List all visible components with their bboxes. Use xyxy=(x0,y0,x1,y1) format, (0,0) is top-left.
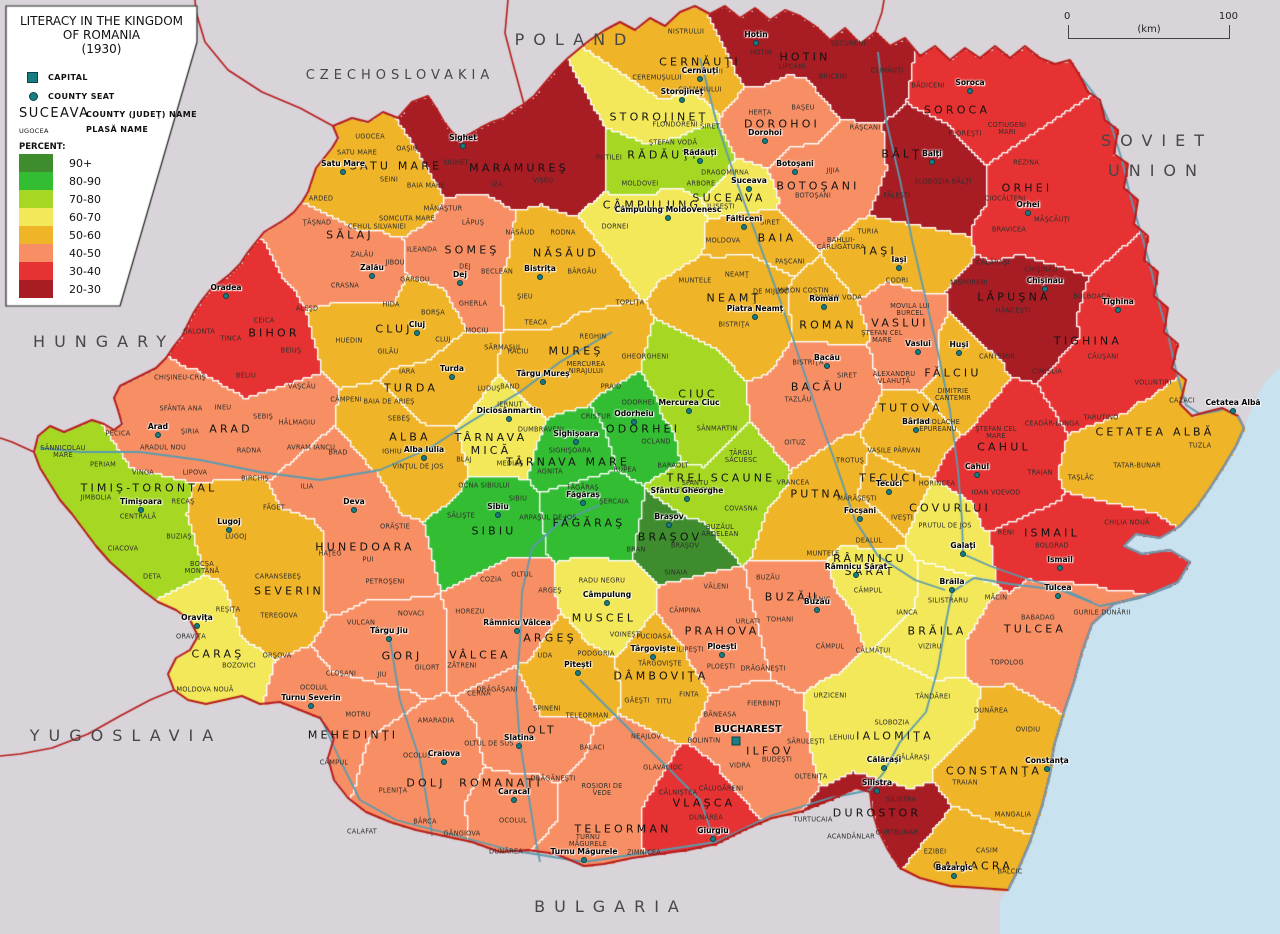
scale-unit-label: (km) xyxy=(1137,24,1161,35)
scale-line xyxy=(1068,38,1230,39)
scale-bar: 0 100 (km) xyxy=(1058,8,1240,50)
scale-end-label: 100 xyxy=(1218,11,1238,22)
scale-tick xyxy=(1229,25,1230,39)
scale-start-label: 0 xyxy=(1064,11,1071,22)
scale-tick xyxy=(1068,25,1069,39)
